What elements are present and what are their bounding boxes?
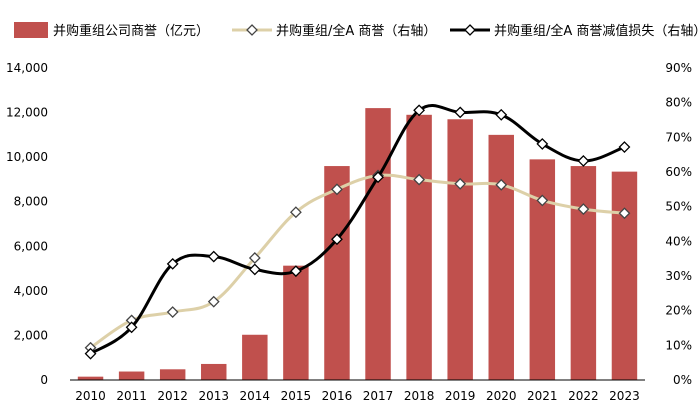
left-tick-label: 6,000 bbox=[14, 239, 48, 253]
marker-1-2014 bbox=[248, 252, 261, 264]
right-tick-label: 10% bbox=[665, 338, 692, 352]
right-tick-label: 40% bbox=[665, 234, 692, 248]
x-tick-label-2011: 2011 bbox=[116, 389, 147, 403]
left-tick-label: 4,000 bbox=[14, 284, 48, 298]
axes: 2010 2011 2012 2013 2014 2015 2016 2017 2018 2019… bbox=[6, 61, 692, 403]
left-tick-label: 14,000 bbox=[6, 61, 48, 75]
bar-2014 bbox=[242, 334, 268, 380]
marker-1-2015 bbox=[289, 206, 302, 219]
left-tick-label: 2,000 bbox=[14, 328, 48, 342]
marker-2-2011 bbox=[125, 321, 138, 334]
x-tick-label-2023: 2023 bbox=[609, 389, 640, 403]
bar-series bbox=[77, 108, 638, 381]
marker-2-2018 bbox=[413, 104, 426, 117]
legend: 并购重组公司商誉（亿元） 并购重组/全A 商誉（右轴） 并购重组/全A 商誉减值损失… bbox=[14, 22, 700, 39]
marker-2-2023 bbox=[618, 141, 631, 153]
marker-1-2013 bbox=[207, 295, 220, 308]
bar-2022 bbox=[570, 166, 597, 380]
x-tick-label-2010: 2010 bbox=[75, 389, 106, 403]
x-tick-label-2019: 2019 bbox=[445, 389, 476, 403]
marker-1-2023 bbox=[618, 207, 631, 220]
legend-label-line-2: 并购重组/全A 商誉减值损失（右轴） bbox=[494, 23, 700, 39]
bar-2013 bbox=[201, 363, 227, 380]
marker-1-2019 bbox=[454, 177, 467, 190]
marker-2-2015 bbox=[289, 265, 302, 278]
x-tick-label-2018: 2018 bbox=[404, 389, 435, 403]
x-tick-label-2020: 2020 bbox=[486, 389, 517, 403]
x-tick-label-2012: 2012 bbox=[157, 389, 188, 403]
legend-label-bar: 并购重组公司商誉（亿元） bbox=[53, 23, 209, 39]
legend-marker-2 bbox=[464, 24, 476, 36]
bar-2021 bbox=[529, 159, 556, 380]
x-tick-label-2016: 2016 bbox=[322, 389, 353, 403]
right-tick-label: 70% bbox=[665, 130, 692, 144]
right-tick-label: 20% bbox=[665, 304, 692, 318]
marker-2-2017 bbox=[372, 171, 384, 184]
bar-2016 bbox=[324, 166, 350, 380]
bar-2012 bbox=[159, 369, 186, 380]
marker-2-2021 bbox=[536, 138, 549, 150]
x-tick-label-2015: 2015 bbox=[281, 389, 312, 403]
bar-2020 bbox=[488, 134, 514, 380]
x-tick-label-2021: 2021 bbox=[527, 389, 558, 403]
marker-2-2012 bbox=[166, 257, 179, 270]
left-tick-label: 0 bbox=[40, 373, 48, 387]
marker-1-2012 bbox=[166, 306, 179, 318]
right-tick-label: 60% bbox=[665, 165, 692, 179]
right-tick-label: 0% bbox=[673, 373, 692, 387]
legend-marker-1 bbox=[246, 24, 258, 36]
x-tick-label-2022: 2022 bbox=[568, 389, 599, 403]
marker-1-2020 bbox=[495, 178, 508, 191]
marker-1-2021 bbox=[536, 194, 549, 207]
right-tick-label: 80% bbox=[665, 96, 692, 110]
right-tick-label: 50% bbox=[665, 200, 692, 214]
bar-2017 bbox=[365, 108, 391, 381]
marker-2-2010 bbox=[84, 347, 97, 360]
x-tick-label-2017: 2017 bbox=[363, 389, 394, 403]
marker-2-2013 bbox=[207, 250, 220, 263]
marker-1-2016 bbox=[331, 183, 343, 196]
x-tick-label-2013: 2013 bbox=[198, 389, 229, 403]
bar-2015 bbox=[283, 265, 309, 380]
marker-2-2014 bbox=[248, 263, 261, 276]
line-series bbox=[84, 104, 631, 360]
right-tick-label: 30% bbox=[665, 269, 692, 283]
marker-2-2016 bbox=[331, 233, 343, 246]
bar-2018 bbox=[406, 114, 432, 381]
legend-label-line-1: 并购重组/全A 商誉（右轴） bbox=[276, 23, 436, 39]
left-tick-label: 12,000 bbox=[6, 106, 48, 120]
left-tick-label: 8,000 bbox=[14, 195, 48, 209]
bar-2011 bbox=[118, 371, 145, 380]
marker-2-2022 bbox=[577, 154, 590, 167]
x-tick-label-2014: 2014 bbox=[240, 389, 271, 403]
marker-1-2018 bbox=[413, 173, 426, 186]
left-tick-label: 10,000 bbox=[6, 150, 48, 164]
legend-swatch-bar bbox=[14, 22, 48, 38]
right-tick-label: 90% bbox=[665, 61, 692, 75]
bar-2023 bbox=[611, 171, 638, 380]
marker-1-2022 bbox=[577, 203, 590, 216]
marker-2-2020 bbox=[495, 108, 508, 121]
bar-2019 bbox=[447, 119, 473, 380]
bar-2010 bbox=[77, 376, 104, 380]
marker-2-2019 bbox=[454, 106, 467, 119]
